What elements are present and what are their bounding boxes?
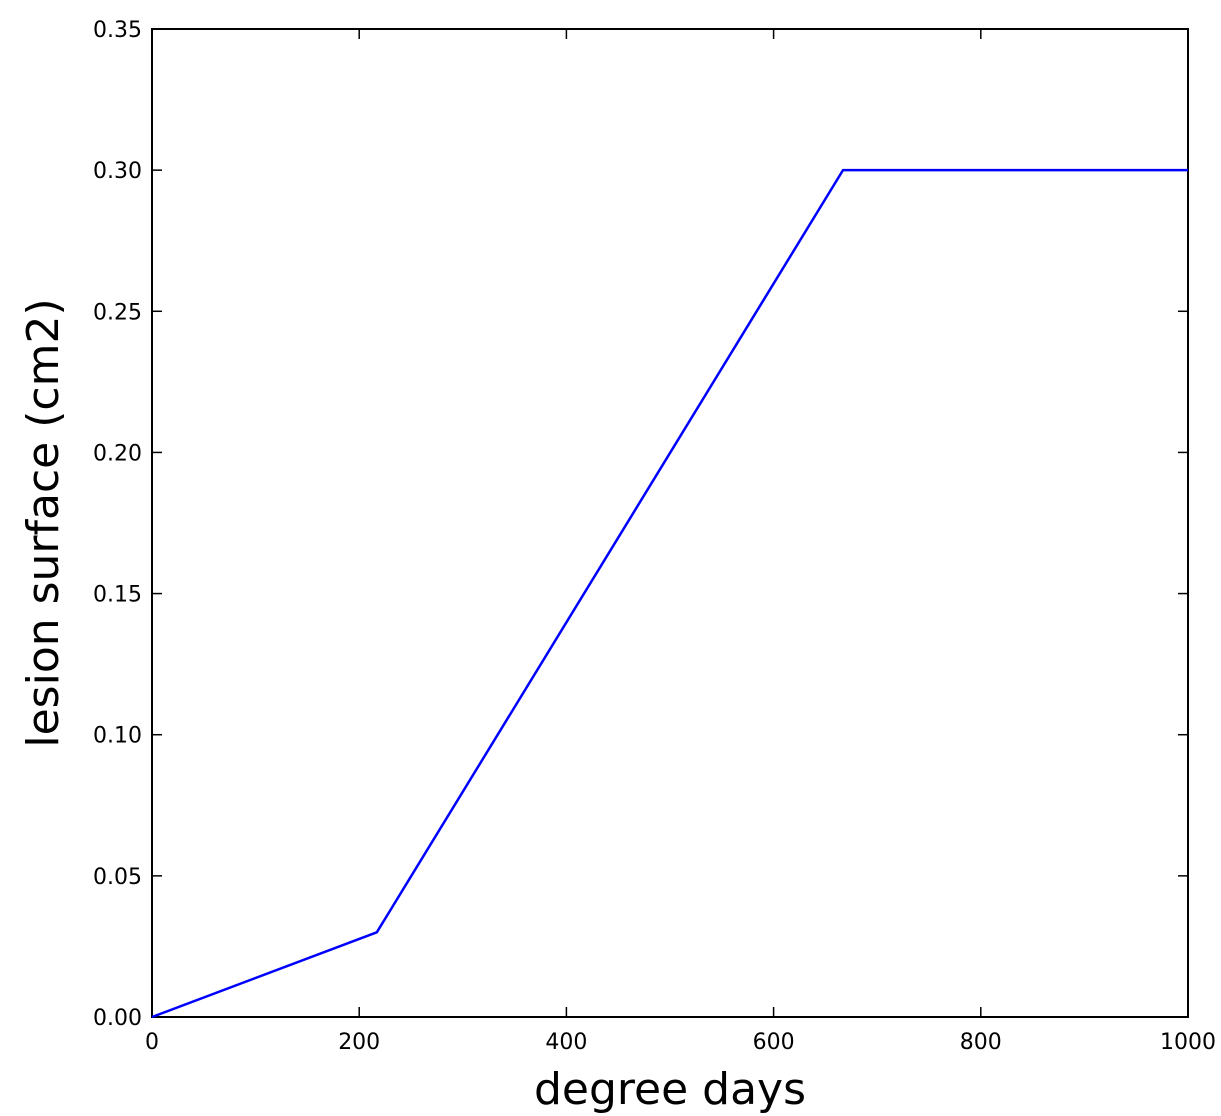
x-axis-label: degree days <box>534 1064 806 1115</box>
y-tick-label: 0.05 <box>93 865 142 890</box>
x-tick-label: 200 <box>338 1030 380 1055</box>
y-tick-labels: 0.00 0.05 0.10 0.15 0.20 0.25 0.30 0.35 <box>93 18 142 1031</box>
x-tick-label: 0 <box>145 1030 159 1055</box>
y-tick-label: 0.20 <box>93 441 142 466</box>
y-tick-label: 0.30 <box>93 159 142 184</box>
x-tick-labels: 0 200 400 600 800 1000 <box>145 1030 1216 1055</box>
x-tick-marks <box>151 29 1189 1017</box>
x-tick-label: 600 <box>753 1030 795 1055</box>
y-tick-label: 0.15 <box>93 583 142 608</box>
series-group <box>151 168 1188 1019</box>
series-line <box>151 168 1188 1019</box>
y-tick-label: 0.25 <box>93 300 142 325</box>
y-tick-label: 0.35 <box>93 18 142 43</box>
y-tick-label: 0.00 <box>93 1006 142 1031</box>
y-tick-label: 0.10 <box>93 724 142 749</box>
x-tick-label: 400 <box>545 1030 587 1055</box>
y-axis-label: lesion surface (cm2) <box>18 298 69 747</box>
x-tick-label: 1000 <box>1160 1030 1216 1055</box>
plot-frame <box>151 28 1189 1018</box>
x-tick-label: 800 <box>960 1030 1002 1055</box>
y-tick-marks <box>152 28 1188 1018</box>
